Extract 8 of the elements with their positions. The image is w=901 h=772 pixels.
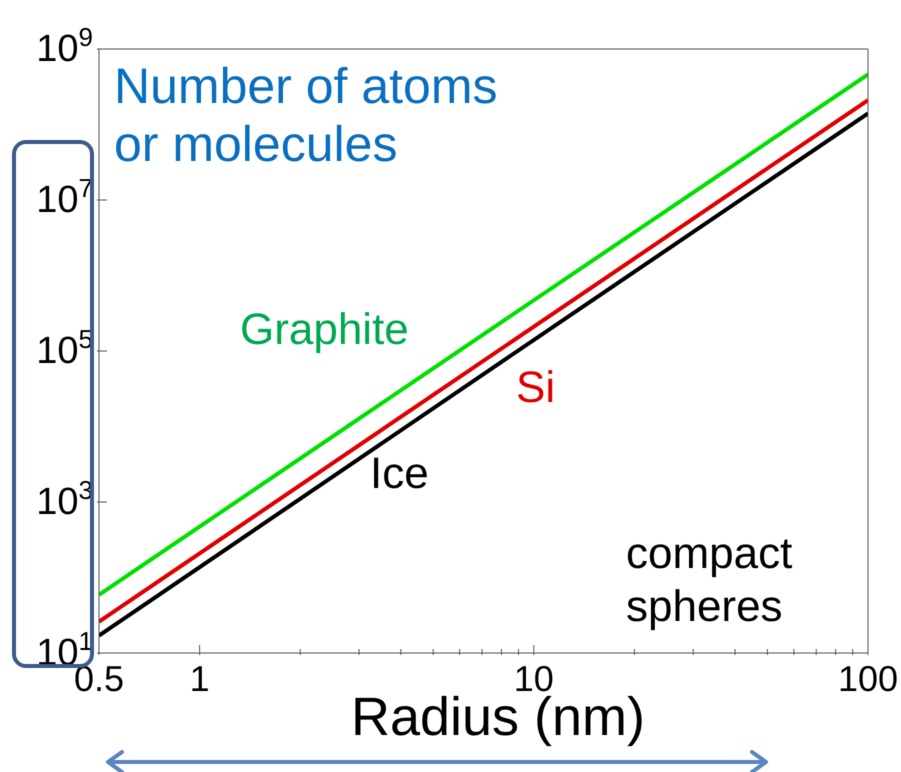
annotation: compact spheres	[626, 528, 794, 633]
x-tick-label: 1	[190, 658, 210, 699]
series-label: Graphite	[240, 305, 409, 354]
y-tick-label: 10$^{9}$	[36, 22, 93, 70]
y-axis-title: Number of atoms or molecules	[114, 58, 498, 173]
x-tick-label: 100	[838, 658, 898, 699]
series-label: Si	[516, 363, 556, 412]
series-label: Ice	[370, 449, 429, 498]
